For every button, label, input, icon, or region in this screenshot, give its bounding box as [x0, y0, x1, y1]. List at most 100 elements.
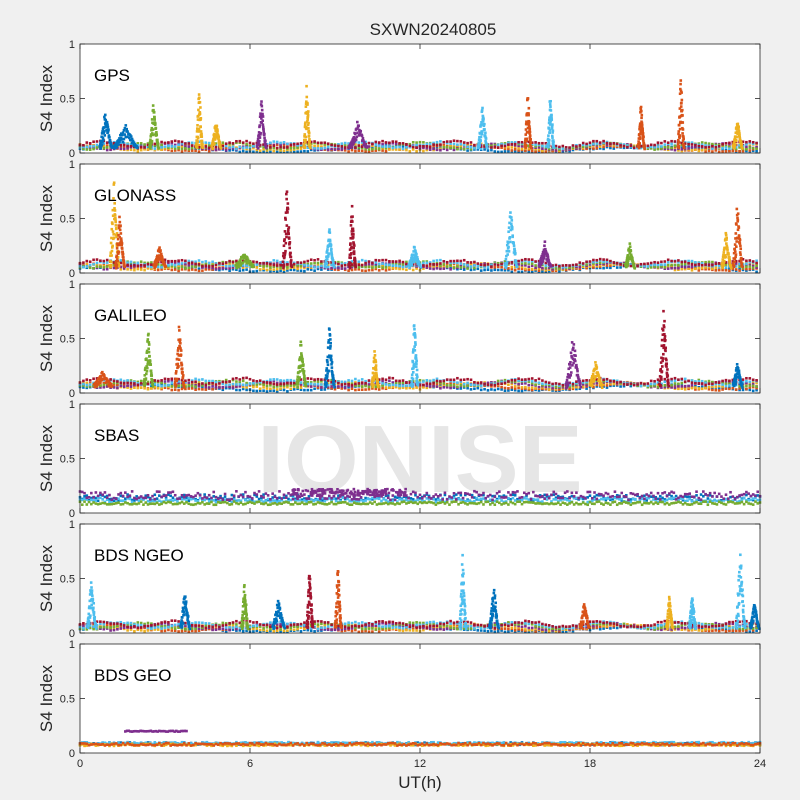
data-point [449, 146, 452, 150]
data-point [592, 264, 595, 267]
data-point [361, 137, 365, 140]
data-point [415, 146, 418, 149]
data-point [251, 264, 255, 267]
data-point [435, 382, 439, 386]
data-point [398, 145, 401, 149]
data-point [401, 142, 405, 145]
data-point [153, 123, 157, 127]
data-point [679, 79, 683, 82]
data-point [354, 143, 357, 146]
data-point [534, 150, 537, 154]
data-point [241, 264, 245, 267]
data-point [449, 267, 452, 271]
data-point [150, 265, 153, 269]
data-point [118, 215, 121, 219]
data-point [717, 384, 721, 388]
data-point [365, 146, 369, 149]
data-point [544, 150, 548, 154]
data-point [221, 144, 225, 148]
data-point [670, 147, 673, 151]
data-point [377, 388, 381, 391]
data-point [261, 115, 265, 118]
data-point [257, 133, 261, 137]
data-point [173, 145, 177, 148]
data-point [507, 387, 510, 390]
data-point [707, 385, 711, 389]
data-point [357, 144, 361, 147]
data-point [707, 145, 711, 149]
data-point [398, 386, 401, 390]
data-point [547, 138, 551, 142]
data-point [214, 145, 218, 149]
data-point [506, 241, 510, 245]
data-point [289, 148, 293, 152]
data-point [354, 149, 357, 153]
data-point [414, 254, 418, 258]
data-point [282, 140, 286, 144]
data-point [717, 143, 721, 147]
data-point [735, 139, 738, 143]
data-point [517, 386, 520, 390]
data-point [484, 139, 487, 143]
data-point [111, 214, 115, 218]
data-point [320, 268, 323, 271]
data-point [554, 269, 558, 273]
data-point [101, 136, 105, 140]
data-point [704, 141, 707, 145]
data-point [284, 241, 288, 245]
data-point [677, 263, 680, 267]
data-point [348, 143, 352, 147]
data-point [520, 267, 524, 271]
data-point [196, 136, 200, 140]
data-point [279, 269, 282, 273]
data-point [670, 263, 673, 267]
data-point [527, 120, 531, 124]
data-point [401, 147, 405, 151]
data-point [726, 249, 729, 252]
data-point [476, 264, 480, 267]
data-point [102, 266, 106, 269]
data-point [466, 141, 469, 145]
data-point [288, 242, 291, 246]
data-point [367, 148, 371, 151]
data-point [517, 264, 520, 268]
data-point [330, 143, 333, 147]
data-point [289, 387, 293, 391]
data-point [112, 197, 115, 200]
data-point [139, 266, 143, 270]
data-point [286, 262, 289, 266]
data-point [126, 264, 129, 268]
data-point [680, 143, 684, 147]
data-point [666, 146, 670, 149]
data-point [197, 380, 201, 384]
data-point [690, 148, 694, 152]
data-point [221, 388, 225, 392]
data-point [523, 142, 527, 146]
data-point [401, 386, 405, 390]
data-point [177, 381, 180, 385]
data-point [449, 386, 452, 390]
data-point [398, 263, 401, 266]
data-point [690, 386, 694, 390]
data-point [513, 385, 517, 388]
data-point [374, 258, 378, 262]
data-point [731, 386, 735, 390]
data-point [307, 140, 311, 143]
data-point [633, 267, 637, 270]
data-point [704, 263, 707, 266]
data-point [483, 128, 486, 131]
data-point [411, 258, 414, 262]
data-point [496, 384, 500, 388]
data-point [660, 260, 663, 264]
data-point [113, 202, 116, 205]
data-point [552, 146, 556, 150]
data-point [173, 139, 177, 143]
data-point [595, 264, 599, 268]
data-point [486, 389, 490, 392]
data-point [409, 259, 413, 262]
data-point [151, 132, 154, 135]
data-point [745, 269, 748, 272]
data-point [751, 389, 755, 393]
data-point [143, 261, 146, 265]
data-point [745, 267, 748, 271]
